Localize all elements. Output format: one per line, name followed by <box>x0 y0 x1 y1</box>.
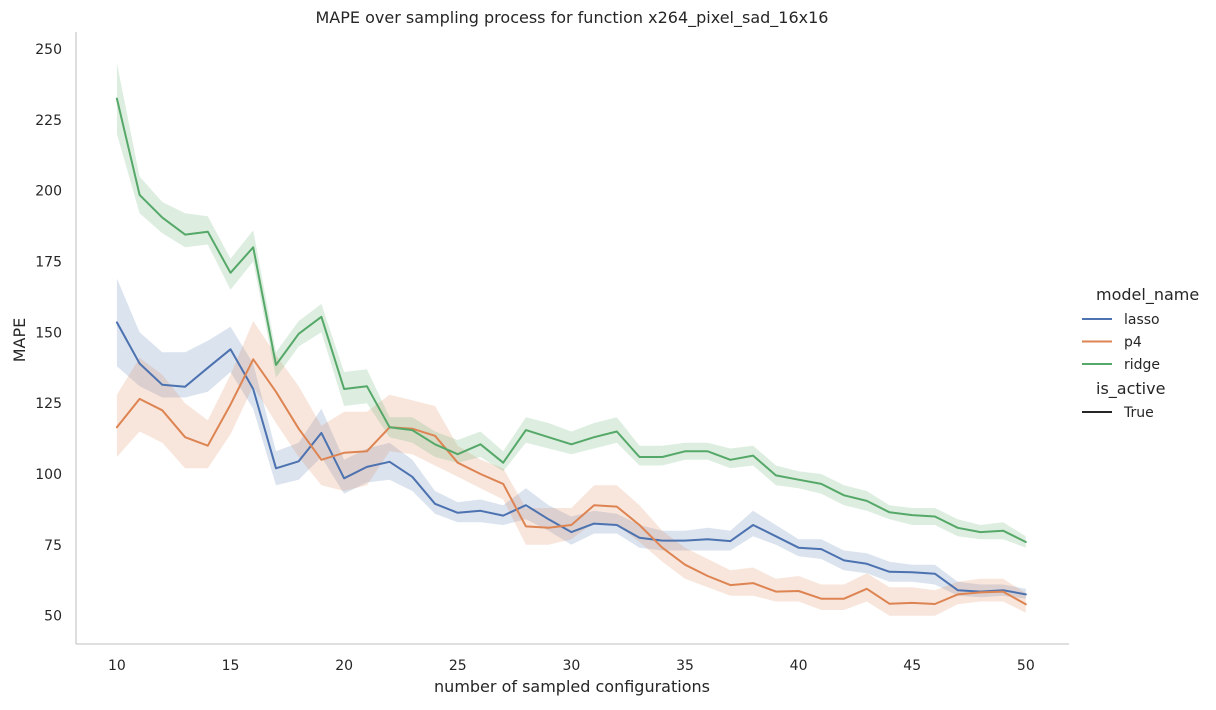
legend-label-p4: p4 <box>1124 335 1142 351</box>
y-tick-label: 175 <box>35 255 62 271</box>
legend-label-lasso: lasso <box>1124 312 1160 328</box>
y-tick-label: 225 <box>35 113 62 129</box>
y-tick-label: 125 <box>35 396 62 412</box>
band-ridge <box>116 63 1026 548</box>
legend-hue-items: lasso p4 ridge <box>1082 312 1160 373</box>
x-tick-label: 45 <box>903 658 921 674</box>
x-tick-label: 20 <box>335 658 353 674</box>
y-tick-label: 150 <box>35 325 62 341</box>
line-ridge <box>115 97 1027 543</box>
chart-title: MAPE over sampling process for function … <box>316 8 829 28</box>
x-tick-label: 30 <box>562 658 580 674</box>
legend-label-ridge: ridge <box>1124 357 1160 373</box>
line-lasso <box>115 321 1027 596</box>
y-tick-label: 75 <box>44 538 62 554</box>
y-ticks: 50 75 100 125 150 175 200 225 250 <box>35 42 62 625</box>
x-tick-label: 35 <box>676 658 694 674</box>
legend-title-is-active: is_active <box>1096 379 1165 399</box>
y-tick-label: 100 <box>35 467 62 483</box>
x-tick-label: 15 <box>222 658 240 674</box>
y-tick-label: 200 <box>35 184 62 200</box>
x-axis-label: number of sampled configurations <box>434 677 710 696</box>
legend-style-label: True <box>1123 405 1154 421</box>
legend: model_name lasso p4 ridge is_active True <box>1082 285 1199 421</box>
x-tick-label: 25 <box>449 658 467 674</box>
legend-title-model-name: model_name <box>1096 285 1199 305</box>
x-tick-label: 40 <box>790 658 808 674</box>
y-tick-label: 50 <box>44 609 62 625</box>
x-tick-label: 10 <box>108 658 126 674</box>
line-p4 <box>115 358 1027 606</box>
x-tick-label: 50 <box>1017 658 1035 674</box>
series-lines <box>115 97 1027 606</box>
y-tick-label: 250 <box>35 42 62 58</box>
confidence-bands <box>116 63 1026 616</box>
band-lasso <box>116 278 1026 599</box>
x-ticks: 10 15 20 25 30 35 40 45 50 <box>108 658 1035 674</box>
y-axis-label: MAPE <box>10 318 29 363</box>
